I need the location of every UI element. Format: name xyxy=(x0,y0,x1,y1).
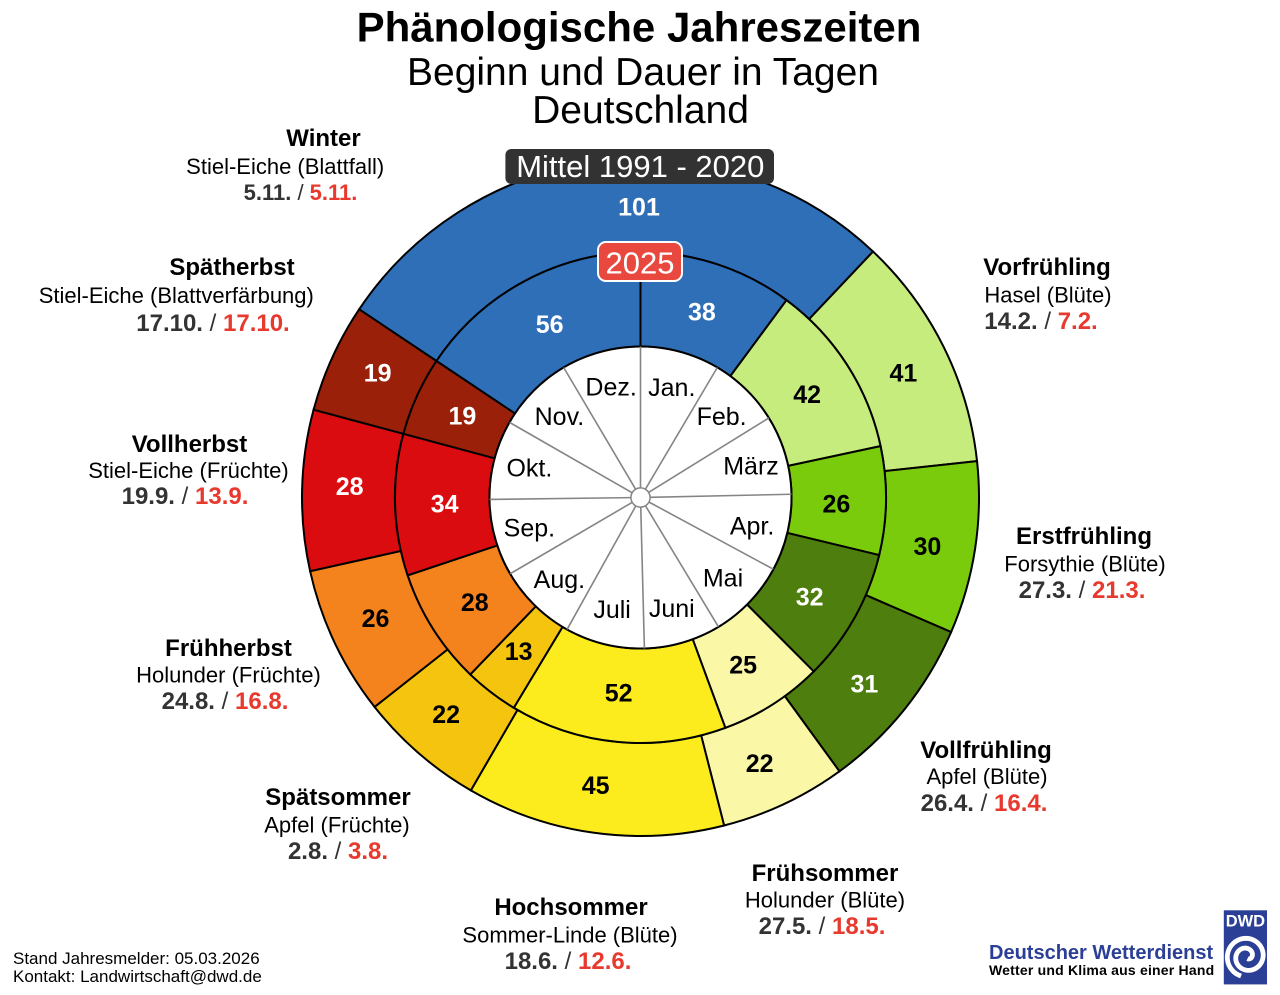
svg-text:Jan.: Jan. xyxy=(648,374,695,402)
svg-text:Vollfrühling: Vollfrühling xyxy=(920,737,1052,764)
svg-text:Sommer-Linde (Blüte): Sommer-Linde (Blüte) xyxy=(462,923,677,948)
svg-text:Kontakt: Landwirtschaft@dwd.de: Kontakt: Landwirtschaft@dwd.de xyxy=(13,967,262,986)
svg-text:Erstfrühling: Erstfrühling xyxy=(1016,523,1152,550)
svg-text:Beginn und Dauer in Tagen: Beginn und Dauer in Tagen xyxy=(407,51,879,94)
svg-text:Stand Jahresmelder: 05.03.2026: Stand Jahresmelder: 05.03.2026 xyxy=(13,949,260,968)
svg-text:Okt.: Okt. xyxy=(506,455,552,483)
svg-text:Apfel (Früchte): Apfel (Früchte) xyxy=(264,813,410,838)
svg-text:22: 22 xyxy=(746,750,774,778)
svg-text:Deutscher Wetterdienst: Deutscher Wetterdienst xyxy=(989,942,1213,964)
svg-text:Phänologische Jahreszeiten: Phänologische Jahreszeiten xyxy=(357,4,922,51)
svg-text:28: 28 xyxy=(336,473,364,501)
svg-text:26: 26 xyxy=(822,490,850,518)
svg-text:13: 13 xyxy=(505,638,533,666)
svg-text:DWD: DWD xyxy=(1226,913,1265,931)
svg-text:Spätsommer: Spätsommer xyxy=(265,784,410,811)
svg-text:Hochsommer: Hochsommer xyxy=(494,894,647,921)
svg-text:Stiel-Eiche (Blattverfärbung): Stiel-Eiche (Blattverfärbung) xyxy=(39,283,314,308)
svg-text:56: 56 xyxy=(536,311,564,339)
svg-text:5.11. / 5.11.: 5.11. / 5.11. xyxy=(244,180,358,205)
svg-text:34: 34 xyxy=(431,490,459,518)
svg-text:Aug.: Aug. xyxy=(534,566,585,594)
svg-text:2.8. / 3.8.: 2.8. / 3.8. xyxy=(288,838,388,865)
svg-text:19: 19 xyxy=(448,403,476,431)
svg-text:Mittel 1991 - 2020: Mittel 1991 - 2020 xyxy=(516,149,764,184)
svg-text:32: 32 xyxy=(796,584,824,612)
svg-text:38: 38 xyxy=(688,298,716,326)
svg-text:25: 25 xyxy=(729,652,757,680)
svg-text:Spätherbst: Spätherbst xyxy=(169,254,294,281)
svg-text:Hasel (Blüte): Hasel (Blüte) xyxy=(984,283,1111,308)
svg-text:22: 22 xyxy=(432,701,460,729)
svg-text:Apfel (Blüte): Apfel (Blüte) xyxy=(926,764,1047,789)
svg-text:2025: 2025 xyxy=(606,246,675,281)
svg-text:Juni: Juni xyxy=(649,595,695,623)
svg-text:Nov.: Nov. xyxy=(535,403,585,431)
svg-text:19.9. / 13.9.: 19.9. / 13.9. xyxy=(122,483,249,510)
svg-text:Frühsommer: Frühsommer xyxy=(752,860,899,887)
svg-text:Vollherbst: Vollherbst xyxy=(132,431,248,458)
svg-text:Juli: Juli xyxy=(593,596,631,624)
svg-text:Sep.: Sep. xyxy=(504,514,555,542)
svg-text:17.10. / 17.10.: 17.10. / 17.10. xyxy=(136,310,289,337)
svg-text:Dez.: Dez. xyxy=(585,373,636,401)
svg-text:Wetter und Klima aus einer Han: Wetter und Klima aus einer Hand xyxy=(989,962,1214,978)
svg-text:Frühherbst: Frühherbst xyxy=(165,635,292,662)
svg-text:101: 101 xyxy=(618,194,660,222)
svg-text:Stiel-Eiche (Früchte): Stiel-Eiche (Früchte) xyxy=(88,458,289,483)
svg-text:19: 19 xyxy=(364,360,392,388)
svg-text:27.5. / 18.5.: 27.5. / 18.5. xyxy=(759,913,886,940)
svg-text:18.6. / 12.6.: 18.6. / 12.6. xyxy=(505,948,632,975)
svg-text:26: 26 xyxy=(362,605,390,633)
svg-text:Forsythie (Blüte): Forsythie (Blüte) xyxy=(1004,551,1165,576)
svg-text:26.4. / 16.4.: 26.4. / 16.4. xyxy=(921,790,1048,817)
svg-text:Mai: Mai xyxy=(703,565,743,593)
svg-text:Stiel-Eiche (Blattfall): Stiel-Eiche (Blattfall) xyxy=(186,154,384,179)
svg-text:14.2. / 7.2.: 14.2. / 7.2. xyxy=(984,308,1097,335)
svg-text:42: 42 xyxy=(793,381,821,409)
svg-text:Winter: Winter xyxy=(286,125,360,152)
svg-text:41: 41 xyxy=(889,360,917,388)
svg-text:Feb.: Feb. xyxy=(697,403,747,431)
svg-text:März: März xyxy=(723,453,779,481)
svg-text:24.8. / 16.8.: 24.8. / 16.8. xyxy=(162,688,289,715)
svg-text:28: 28 xyxy=(461,589,489,617)
svg-text:27.3. / 21.3.: 27.3. / 21.3. xyxy=(1019,577,1146,604)
svg-text:Deutschland: Deutschland xyxy=(532,89,749,132)
svg-text:52: 52 xyxy=(605,679,633,707)
svg-text:Vorfrühling: Vorfrühling xyxy=(983,254,1111,281)
svg-text:31: 31 xyxy=(850,670,878,698)
svg-text:Holunder (Blüte): Holunder (Blüte) xyxy=(745,888,905,913)
svg-text:Apr.: Apr. xyxy=(730,512,774,540)
svg-text:30: 30 xyxy=(913,533,941,561)
svg-text:Holunder (Früchte): Holunder (Früchte) xyxy=(136,663,321,688)
svg-text:45: 45 xyxy=(582,772,610,800)
